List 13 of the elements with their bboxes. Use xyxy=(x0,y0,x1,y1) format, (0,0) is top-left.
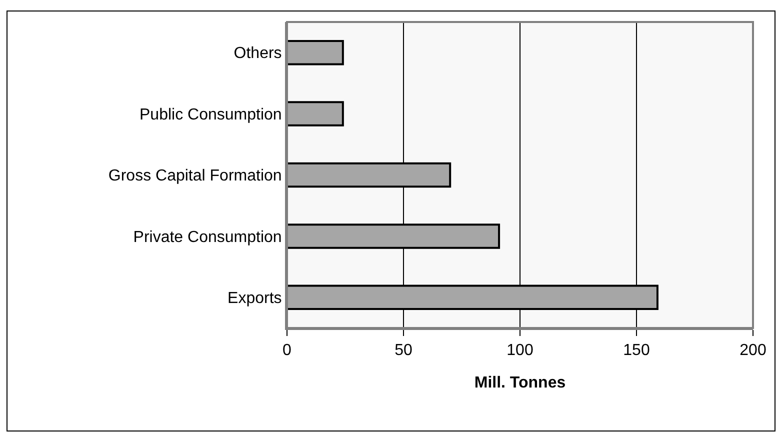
x-tick-label: 200 xyxy=(740,342,766,360)
x-tick-label: 50 xyxy=(394,342,412,360)
x-axis-title: Mill. Tonnes xyxy=(474,374,566,392)
y-tick-label: Gross Capital Formation xyxy=(108,168,282,185)
y-tick-label: Private Consumption xyxy=(133,228,282,246)
y-tick-label: Public Consumption xyxy=(140,106,282,124)
bar xyxy=(287,101,344,126)
x-tick-label: 150 xyxy=(623,342,650,360)
y-tick-label: Exports xyxy=(228,290,282,307)
x-tick-label: 100 xyxy=(506,342,534,360)
x-tick-label: 0 xyxy=(282,342,292,360)
y-tick-label: Others xyxy=(234,45,282,62)
bar xyxy=(287,40,344,66)
